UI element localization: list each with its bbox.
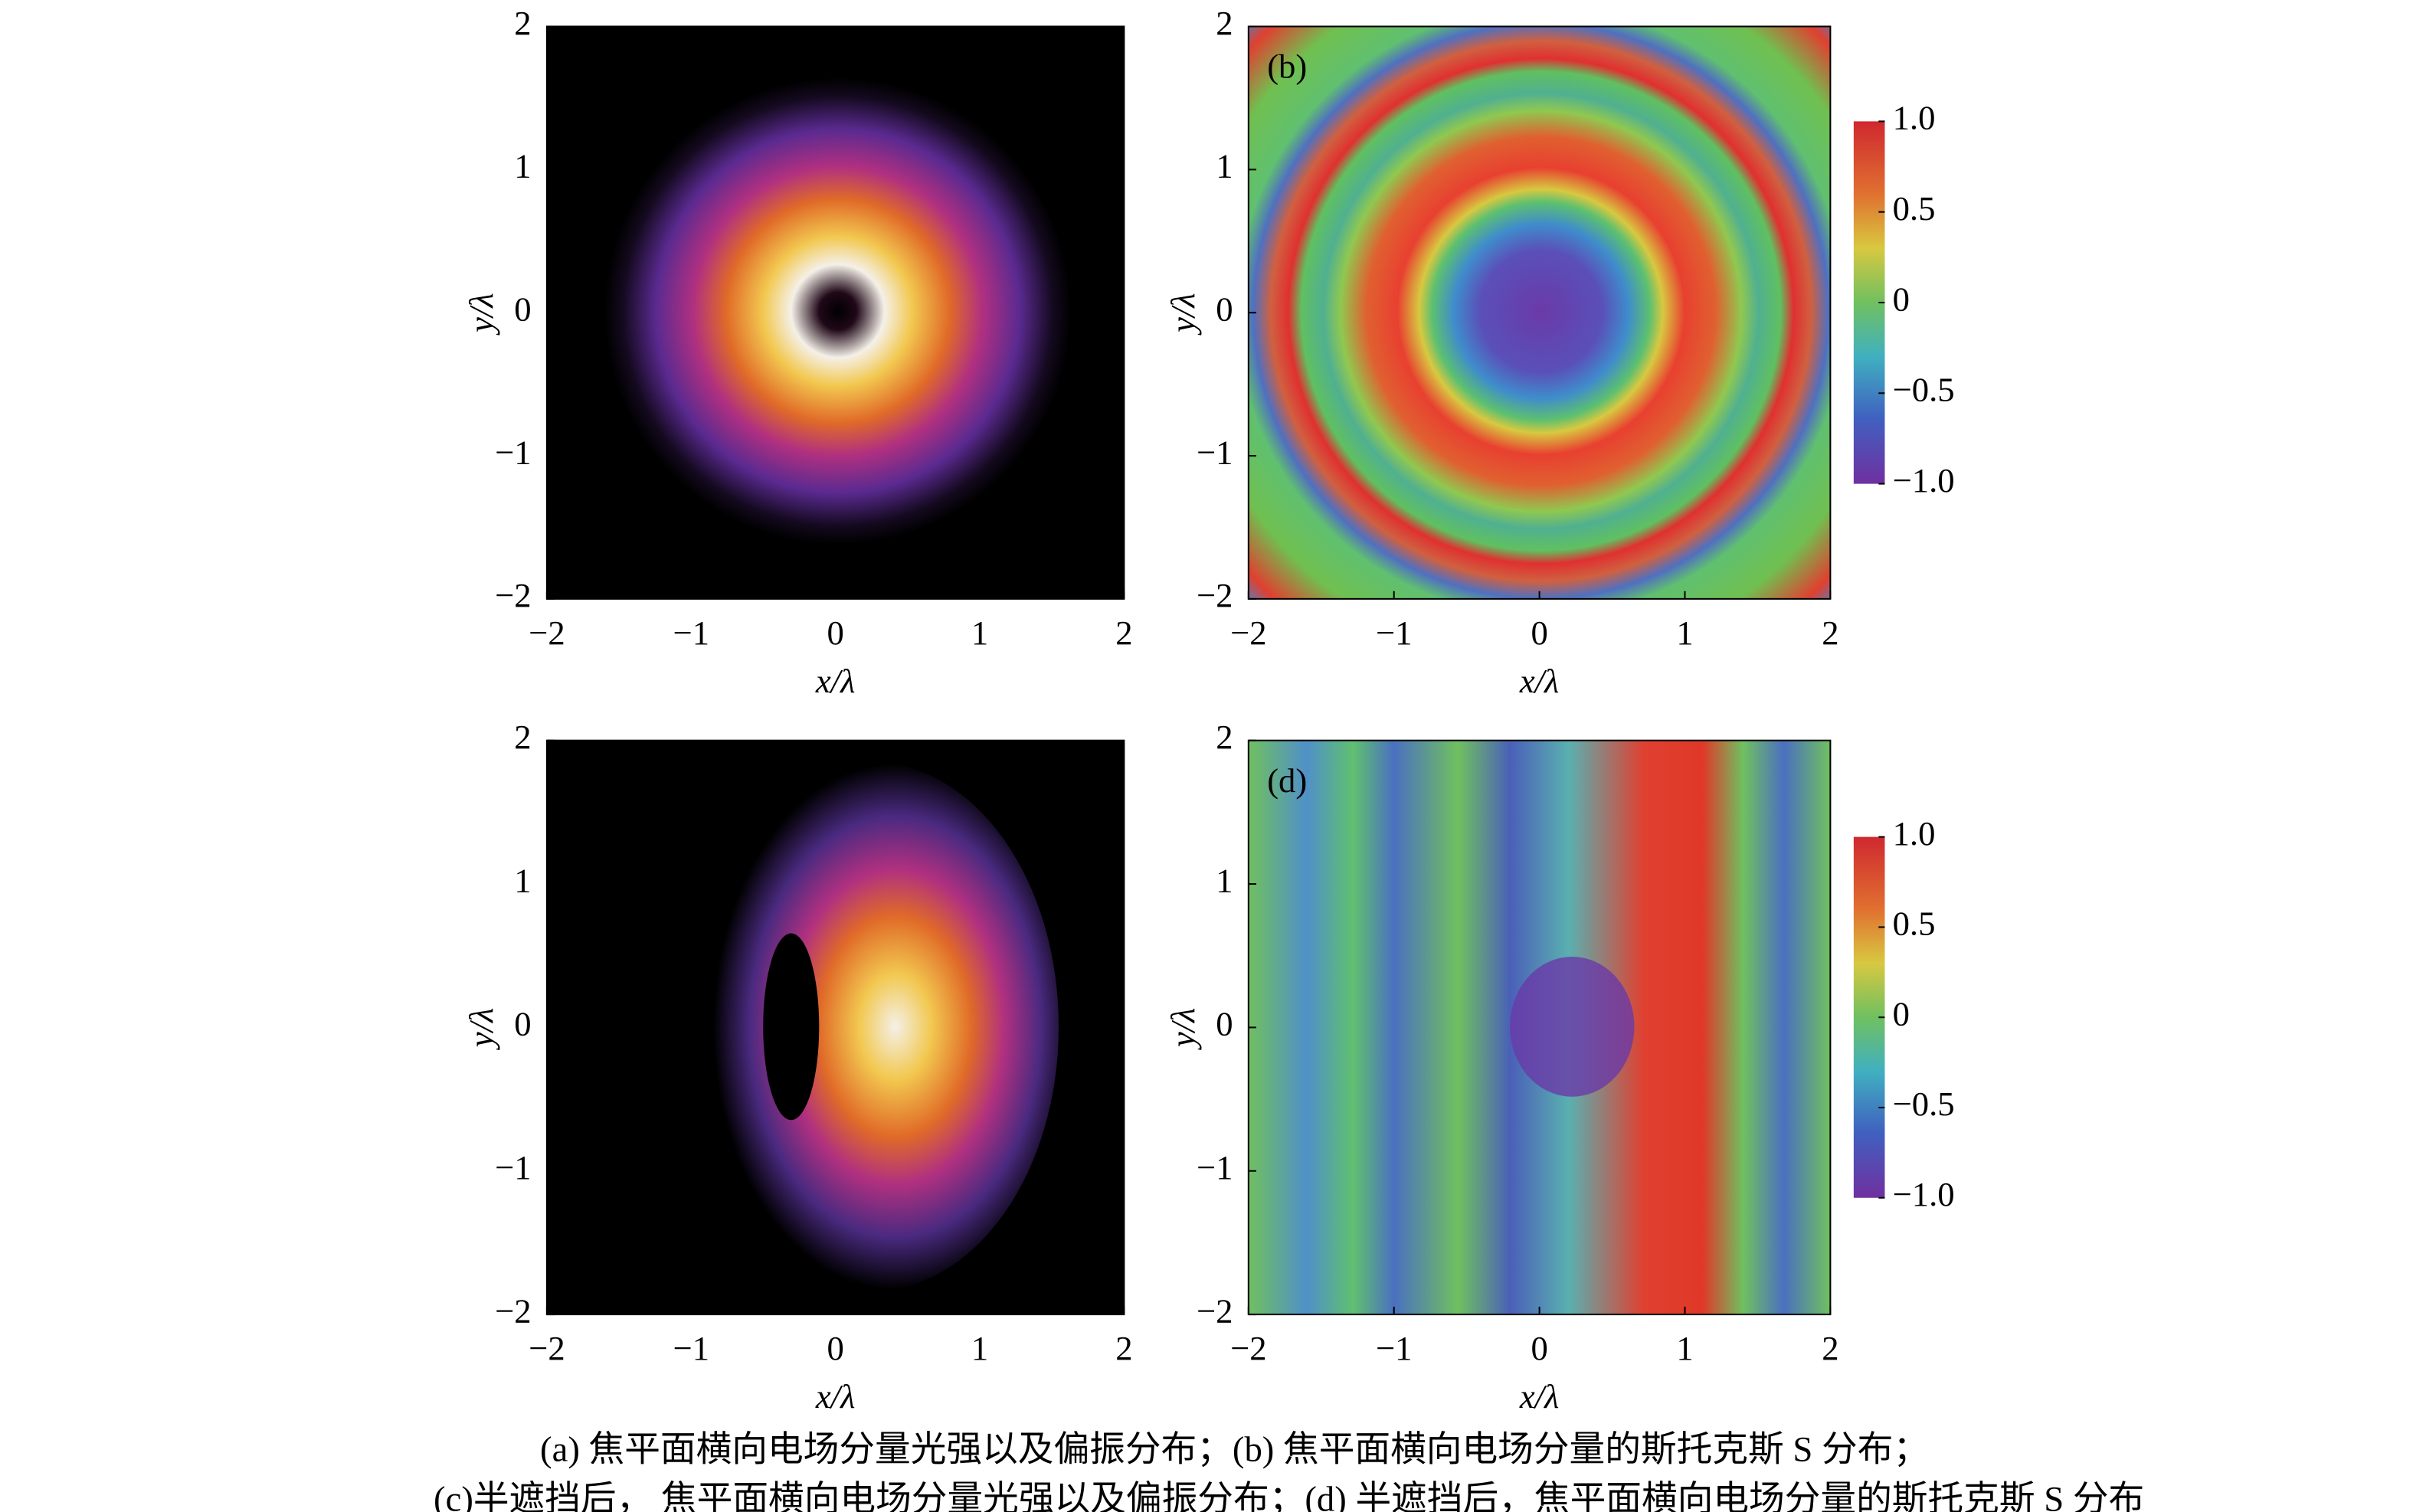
colorbar-tick-label: 1.0 — [1893, 814, 1936, 853]
panel-label: (c) — [565, 761, 604, 800]
annotation-part: | — [1093, 47, 1100, 86]
y-tick-label: −1 — [495, 1148, 532, 1186]
y-tick-label: −2 — [1197, 576, 1233, 614]
annotation-part: | — [1011, 47, 1018, 86]
y-tick-label: 0 — [514, 1005, 531, 1043]
colorbar-tick-label: −0.5 — [1893, 371, 1955, 409]
y-tick-label: 2 — [514, 718, 531, 756]
y-tick-label: −2 — [495, 576, 532, 614]
y-tick-label: 2 — [1216, 4, 1233, 42]
y-tick-label: −2 — [495, 1291, 532, 1330]
annotation-part: y — [1080, 776, 1093, 802]
x-axis-label: x/λ — [1519, 1377, 1560, 1415]
panel-label: (b) — [1267, 47, 1307, 86]
x-tick-label: 2 — [1115, 1329, 1132, 1367]
spot-d — [1510, 956, 1635, 1097]
colorbar-tick-label: −1.0 — [1893, 1175, 1955, 1213]
y-tick-label: 0 — [1216, 290, 1233, 328]
colorbar-tick-label: 1.0 — [1893, 99, 1936, 137]
annotation-part: |E — [970, 761, 1000, 800]
heatmap-b — [1248, 26, 1831, 599]
y-axis-label: y/λ — [1164, 1008, 1202, 1051]
x-axis-label: x/λ — [815, 1377, 856, 1415]
x-tick-label: −2 — [1230, 1329, 1267, 1367]
panel-backgrounds — [546, 26, 1831, 1315]
x-tick-label: 1 — [1676, 1329, 1693, 1367]
annotation-part: 2 — [1100, 760, 1112, 786]
x-tick-label: −1 — [673, 614, 710, 652]
panel-label: (d) — [1267, 761, 1307, 800]
y-tick-label: 1 — [1216, 147, 1233, 185]
colorbar-tick-label: 0 — [1893, 994, 1910, 1033]
panel-label: (a) — [565, 47, 604, 86]
y-axis-label: y/λ — [1164, 293, 1202, 335]
colorbar-tick-label: 0.5 — [1893, 189, 1936, 227]
annotation-part: | — [1093, 761, 1100, 800]
x-tick-label: 1 — [971, 614, 988, 652]
x-tick-label: −1 — [1376, 1329, 1413, 1367]
annotation-part: x — [1000, 61, 1011, 87]
x-tick-label: −2 — [529, 1329, 565, 1367]
x-tick-label: 2 — [1822, 1329, 1838, 1367]
x-axis-label: x/λ — [815, 662, 856, 700]
colorbar-tick-label: −0.5 — [1893, 1085, 1955, 1123]
annotation-part: |E — [970, 47, 1000, 86]
dark-spot — [763, 933, 820, 1121]
y-tick-label: 0 — [1216, 1005, 1233, 1043]
x-axis-label: x/λ — [1519, 662, 1560, 700]
y-tick-label: 1 — [1216, 861, 1233, 899]
y-tick-label: 2 — [1216, 718, 1233, 756]
annotation-part: y — [1080, 61, 1093, 87]
colorbar-tick-label: −1.0 — [1893, 461, 1955, 499]
y-tick-label: 1 — [514, 147, 531, 185]
x-tick-label: 0 — [827, 614, 843, 652]
annotation-part: 2 — [1017, 45, 1029, 71]
annotation-part: | — [1011, 761, 1018, 800]
y-tick-label: 1 — [514, 861, 531, 899]
y-tick-label: −1 — [495, 433, 532, 471]
x-tick-label: 2 — [1822, 614, 1838, 652]
intensity-ring — [604, 77, 1072, 545]
colorbar-tick-label: 0 — [1893, 280, 1910, 318]
y-tick-label: 0 — [514, 290, 531, 328]
x-tick-label: −1 — [1376, 614, 1413, 652]
y-axis-label: y/λ — [462, 293, 500, 335]
annotation-part: +|E — [1030, 47, 1083, 86]
y-tick-label: −1 — [1197, 1148, 1233, 1186]
y-tick-label: −2 — [1197, 1291, 1233, 1330]
annotation: |Ex|2+|Ey|2 — [970, 45, 1112, 87]
x-tick-label: −1 — [673, 1329, 710, 1367]
colorbar-tick-label: 0.5 — [1893, 905, 1936, 943]
annotation-part: 2 — [1100, 45, 1112, 71]
x-tick-label: −2 — [1230, 614, 1267, 652]
annotation-part: x — [1000, 776, 1011, 802]
caption-line: (c)半遮挡后， 焦平面横向电场分量光强以及偏振分布；(d) 半遮挡后，焦平面横… — [434, 1480, 2144, 1512]
x-tick-label: 0 — [1531, 1329, 1547, 1367]
y-tick-label: −1 — [1197, 433, 1233, 471]
annotation-part: +|E — [1030, 761, 1083, 800]
x-tick-label: 0 — [827, 1329, 843, 1367]
y-axis-label: y/λ — [462, 1008, 500, 1051]
x-tick-label: 1 — [971, 1329, 988, 1367]
caption-line: (a) 焦平面横向电场分量光强以及偏振分布；(b) 焦平面横向电场分量的斯托克斯… — [540, 1430, 1929, 1470]
x-tick-label: 1 — [1676, 614, 1693, 652]
x-tick-label: 0 — [1531, 614, 1547, 652]
annotation: |Ex|2+|Ey|2 — [970, 760, 1112, 802]
y-tick-label: 2 — [514, 4, 531, 42]
annotation-part: 2 — [1017, 760, 1029, 786]
x-tick-label: −2 — [529, 614, 565, 652]
intensity-half — [685, 762, 1059, 1291]
x-tick-label: 2 — [1115, 614, 1132, 652]
